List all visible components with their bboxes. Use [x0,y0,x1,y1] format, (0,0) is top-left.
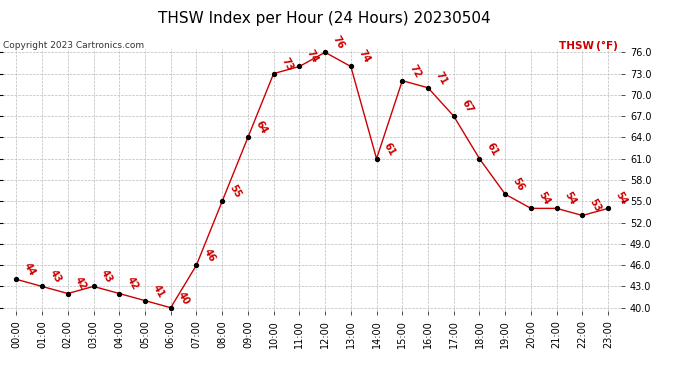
Point [11,276,22,282]
Point [37,284,48,290]
Point [577,213,588,219]
Text: 53: 53 [588,197,603,214]
Point [191,262,202,268]
Text: 54: 54 [562,190,578,207]
Point [397,78,408,84]
Text: 56: 56 [511,176,526,193]
Text: 61: 61 [485,141,500,158]
Text: 72: 72 [408,63,423,79]
Text: 76: 76 [331,34,346,51]
Text: 74: 74 [356,48,372,65]
Text: THSW (°F): THSW (°F) [559,41,618,51]
Text: 41: 41 [150,282,166,299]
Point [217,198,228,204]
Point [371,156,382,162]
Text: 55: 55 [228,183,243,200]
Text: 54: 54 [537,190,552,207]
Text: Copyright 2023 Cartronics.com: Copyright 2023 Cartronics.com [3,41,145,50]
Point [500,191,511,197]
Point [602,206,613,212]
Text: 46: 46 [202,247,217,264]
Text: 61: 61 [382,141,397,158]
Point [474,156,485,162]
Point [294,63,305,69]
Point [88,284,99,290]
Point [319,49,331,55]
Text: 42: 42 [125,275,140,292]
Text: 74: 74 [305,48,320,65]
Point [62,291,73,297]
Text: 43: 43 [99,268,115,285]
Point [114,291,125,297]
Point [525,206,536,212]
Text: 67: 67 [460,98,475,115]
Text: THSW Index per Hour (24 Hours) 20230504: THSW Index per Hour (24 Hours) 20230504 [158,11,491,26]
Text: 42: 42 [73,275,89,292]
Point [422,85,433,91]
Point [165,305,176,311]
Point [551,206,562,212]
Text: 43: 43 [48,268,63,285]
Point [448,113,460,119]
Text: 71: 71 [433,70,449,86]
Text: 40: 40 [176,290,192,306]
Point [139,298,150,304]
Text: 73: 73 [279,56,295,72]
Text: 44: 44 [22,261,37,278]
Text: 54: 54 [613,190,629,207]
Point [268,70,279,76]
Text: 64: 64 [253,119,269,136]
Point [345,63,356,69]
Point [242,134,253,140]
